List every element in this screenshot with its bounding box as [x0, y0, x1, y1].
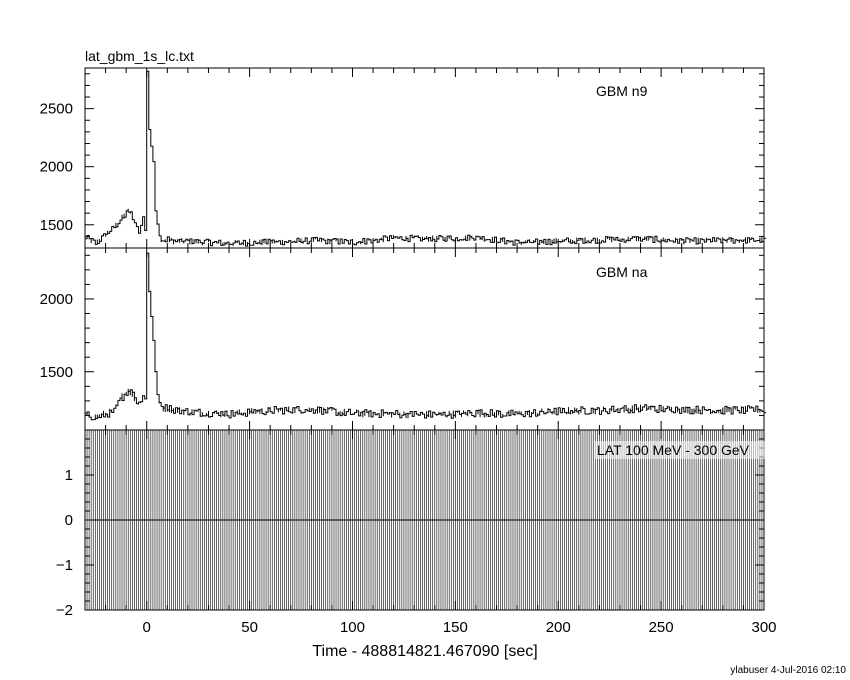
gbm-n9-panel-label: GBM n9 — [596, 83, 648, 99]
gbm-n9-y-tick-label: 2500 — [40, 101, 73, 118]
x-tick-label: 200 — [546, 619, 571, 636]
lat-y-tick-label: 1 — [65, 467, 73, 484]
footer-stamp: ylabuser 4-Jul-2016 02:10 — [730, 665, 846, 676]
x-tick-label: 100 — [340, 619, 365, 636]
panels: 1500 2000 2500 GBM n9 1500 2000 GBM na −2 −1 0 1 0 5… — [40, 67, 777, 636]
lat-panel-label: LAT 100 MeV - 300 GeV — [597, 442, 750, 458]
gbm-na-series-line — [84, 252, 767, 421]
x-tick-label: 150 — [443, 619, 468, 636]
gbm-n9-panel: 1500 2000 2500 GBM n9 — [40, 67, 767, 249]
gbm-na-y-tick-label: 1500 — [40, 364, 73, 381]
gbm-na-panel: 1500 2000 GBM na — [40, 247, 767, 431]
gbm-n9-y-tick-label: 1500 — [40, 217, 73, 234]
x-tick-label: 300 — [751, 619, 776, 636]
x-tick-label: 250 — [649, 619, 674, 636]
panel-label-bg — [595, 441, 777, 459]
lat-y-tick-label: −2 — [56, 602, 73, 619]
chart-title: lat_gbm_1s_lc.txt — [85, 48, 194, 64]
gbm-n9-frame — [84, 67, 765, 249]
gbm-n9-series-line — [84, 70, 767, 247]
gbm-na-y-tick-label: 2000 — [40, 291, 73, 308]
gbm-n9-y-tick-label: 2000 — [40, 159, 73, 176]
x-tick-label: 0 — [143, 619, 151, 636]
lat-panel: −2 −1 0 1 0 50 100 150 200 250 300 LAT 100 MeV - 30… — [56, 429, 777, 636]
x-axis-label: Time - 488814821.467090 [sec] — [312, 643, 537, 660]
lat-y-tick-label: 0 — [65, 512, 73, 529]
gbm-na-frame — [84, 247, 765, 431]
lat-y-tick-label: −1 — [56, 557, 73, 574]
gbm-na-panel-label: GBM na — [596, 264, 648, 280]
x-tick-label: 50 — [241, 619, 258, 636]
